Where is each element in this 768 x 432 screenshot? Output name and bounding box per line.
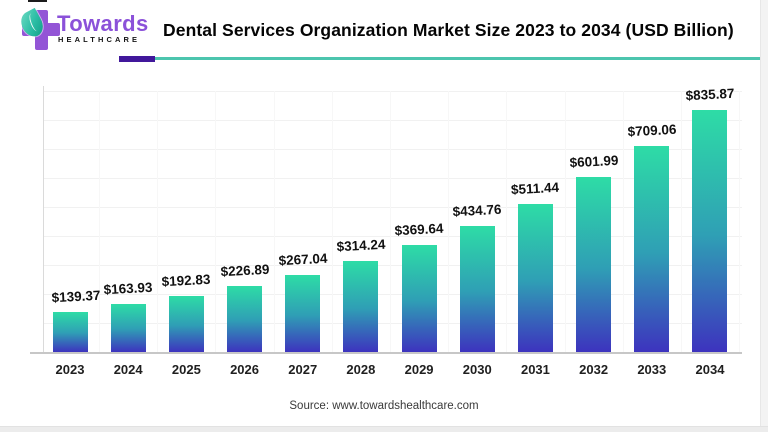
value-label: $511.44 <box>511 179 560 197</box>
vertical-gridline <box>680 91 682 352</box>
bar-2031 <box>517 203 553 352</box>
category-label: 2027 <box>288 362 318 377</box>
logo-subtitle-text: HEALTHCARE <box>58 35 141 44</box>
horizontal-gridline <box>44 265 742 266</box>
vertical-gridline <box>564 91 566 352</box>
category-label: 2024 <box>113 362 143 377</box>
value-label: $835.87 <box>685 85 735 103</box>
vertical-gridline <box>448 91 450 352</box>
horizontal-gridline <box>44 323 742 324</box>
bar-2026 <box>227 286 263 352</box>
value-label: $601.99 <box>568 153 619 171</box>
horizontal-gridline <box>44 91 742 92</box>
bar-2028 <box>343 260 379 352</box>
vertical-gridline <box>331 91 333 352</box>
category-label: 2029 <box>404 362 434 377</box>
horizontal-gridline <box>44 120 742 121</box>
vertical-gridline <box>157 91 159 352</box>
bar-2034 <box>692 109 728 352</box>
horizontal-gridline <box>44 207 742 208</box>
bottom-edge-strip <box>0 426 768 432</box>
horizontal-gridline <box>44 236 742 237</box>
bar-2027 <box>285 274 321 352</box>
top-edge-artifact <box>28 0 47 2</box>
x-axis-line <box>30 352 742 354</box>
bar-2025 <box>168 296 204 352</box>
horizontal-gridline <box>44 149 742 150</box>
chart-title: Dental Services Organization Market Size… <box>163 20 734 40</box>
bar-2029 <box>401 244 437 352</box>
towards-healthcare-logo: Towards HEALTHCARE <box>17 7 152 53</box>
horizontal-gridline <box>44 178 742 179</box>
vertical-gridline <box>215 91 217 352</box>
category-label: 2028 <box>346 362 376 377</box>
category-label: 2023 <box>55 362 85 377</box>
value-label: $434.76 <box>452 201 503 220</box>
bar-2032 <box>576 177 612 352</box>
vertical-gridline <box>622 91 624 352</box>
bar-2030 <box>459 225 495 352</box>
category-label: 2025 <box>171 362 201 377</box>
right-edge-strip <box>760 0 768 432</box>
category-label: 2031 <box>520 362 550 377</box>
source-text: Source: www.towardshealthcare.com <box>289 400 479 412</box>
category-label: 2030 <box>462 362 492 377</box>
vertical-gridline <box>506 91 508 352</box>
bar-2024 <box>110 304 146 352</box>
vertical-gridline <box>99 91 101 352</box>
vertical-gridline <box>273 91 275 352</box>
vertical-gridline <box>739 91 741 352</box>
vertical-gridline <box>389 91 391 352</box>
category-label: 2026 <box>230 362 259 377</box>
category-label: 2032 <box>579 362 609 377</box>
logo-cross-leaf-icon <box>17 7 60 51</box>
title-underline-purple <box>119 56 155 62</box>
value-label: $314.24 <box>336 236 386 255</box>
title-underline-teal <box>155 57 761 60</box>
value-label: $709.06 <box>627 122 677 140</box>
logo-brand-text: Towards <box>57 11 149 36</box>
bar-2033 <box>634 146 670 352</box>
bar-2023 <box>52 311 88 352</box>
horizontal-gridline <box>44 294 742 295</box>
category-label: 2033 <box>637 362 667 377</box>
category-label: 2034 <box>695 362 725 377</box>
y-axis-line <box>43 86 44 352</box>
